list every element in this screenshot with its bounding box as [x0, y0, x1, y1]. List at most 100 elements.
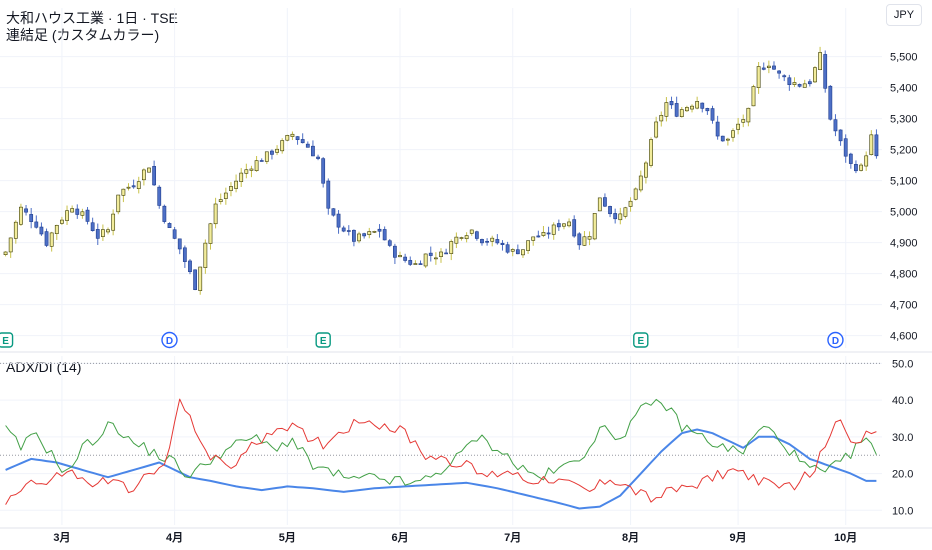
- candle-up: [690, 105, 694, 110]
- candle-up: [654, 121, 659, 138]
- candle-down: [556, 223, 561, 228]
- adx-line: [5, 428, 877, 510]
- candle-up: [413, 263, 418, 265]
- candle-up: [469, 229, 474, 234]
- candle-down: [167, 223, 172, 228]
- candle-up: [623, 207, 628, 217]
- time-axis-tick: 3月: [53, 531, 70, 544]
- candle-down: [828, 85, 833, 120]
- candle-up: [439, 251, 443, 257]
- candle-down: [505, 244, 510, 253]
- earnings-badge-label: E: [637, 336, 644, 347]
- candle-up: [490, 237, 495, 242]
- candle-up: [223, 192, 228, 199]
- candle-down: [669, 101, 674, 106]
- candle-up: [818, 52, 822, 71]
- candle-down: [515, 249, 520, 255]
- dividend-badge-icon[interactable]: [161, 331, 178, 349]
- candle-up: [147, 167, 151, 173]
- candle-up: [649, 139, 653, 166]
- candle-down: [603, 197, 607, 207]
- candle-down: [408, 260, 413, 265]
- time-axis-tick: 10月: [834, 531, 857, 544]
- candle-up: [244, 169, 249, 174]
- candle-down: [823, 54, 828, 89]
- candle-down: [172, 229, 177, 239]
- chart-title: 大和ハウス工業 · 1日 · TSE: [6, 10, 178, 26]
- candle-down: [854, 164, 858, 172]
- candle-down: [480, 239, 484, 244]
- candle-up: [510, 249, 515, 252]
- minus-di-line: [5, 398, 877, 505]
- candle-down: [193, 269, 197, 290]
- candle-down: [777, 70, 781, 74]
- currency-button[interactable]: JPY: [886, 4, 922, 26]
- candle-up: [218, 199, 223, 202]
- dividend-badge-icon[interactable]: [827, 331, 844, 349]
- time-axis-tick: 9月: [730, 531, 747, 544]
- candle-up: [869, 134, 874, 155]
- price-axis-tick: 5,500: [890, 52, 918, 64]
- candle-up: [756, 66, 761, 88]
- candle-down: [152, 166, 157, 186]
- candle-down: [715, 121, 720, 137]
- price-axis-tick: 5,100: [890, 176, 918, 188]
- candle-up: [633, 188, 638, 200]
- indicator-axis-tick: 20.0: [892, 469, 913, 481]
- candle-up: [49, 232, 54, 247]
- dividend-badge-label: D: [166, 336, 173, 347]
- candle-down: [536, 235, 541, 238]
- candle-down: [182, 247, 187, 262]
- candle-up: [213, 203, 218, 225]
- candle-down: [316, 156, 320, 159]
- price-axis-tick: 5,400: [890, 83, 918, 95]
- plus-di-line: [5, 398, 877, 486]
- indicator-axis-tick: 50.0: [892, 358, 913, 370]
- candle-down: [377, 228, 382, 232]
- candle-up: [659, 114, 664, 122]
- candle-down: [387, 240, 392, 246]
- indicator-axis-tick: 40.0: [892, 395, 913, 407]
- candle-down: [311, 145, 315, 157]
- candle-up: [280, 140, 285, 152]
- earnings-badge-icon[interactable]: [633, 332, 649, 348]
- candle-down: [331, 208, 336, 216]
- candle-down: [39, 226, 44, 235]
- indicator-axis-tick: 30.0: [892, 432, 913, 444]
- candle-down: [761, 67, 766, 70]
- candle-down: [341, 227, 346, 232]
- candle-down: [382, 229, 387, 241]
- candle-up: [531, 236, 536, 241]
- candle-down: [157, 186, 162, 206]
- candle-up: [741, 119, 746, 123]
- candle-up: [141, 169, 146, 181]
- time-axis-tick: 7月: [504, 531, 521, 544]
- earnings-badge-icon[interactable]: [0, 332, 14, 348]
- candle-down: [326, 180, 331, 209]
- earnings-badge-icon[interactable]: [315, 332, 331, 348]
- candle-up: [198, 266, 203, 291]
- candle-up: [792, 82, 797, 85]
- candle-up: [367, 231, 372, 236]
- candle-down: [75, 208, 80, 215]
- time-axis-tick: 6月: [391, 531, 408, 544]
- candle-down: [305, 143, 310, 148]
- indicator-axis-tick: 10.0: [892, 505, 913, 517]
- candle-down: [710, 108, 715, 121]
- price-axis-tick: 4,800: [890, 269, 918, 281]
- candle-up: [731, 130, 735, 138]
- candle-up: [433, 257, 438, 260]
- candle-down: [336, 213, 341, 228]
- candle-up: [285, 135, 290, 141]
- candle-down: [546, 232, 551, 235]
- candle-down: [188, 260, 192, 273]
- candle-down: [90, 222, 95, 231]
- candle-up: [126, 186, 131, 189]
- candle-up: [54, 224, 59, 234]
- candle-down: [403, 256, 408, 261]
- candle-down: [362, 233, 367, 237]
- candle-up: [60, 219, 64, 224]
- candle-down: [833, 119, 838, 132]
